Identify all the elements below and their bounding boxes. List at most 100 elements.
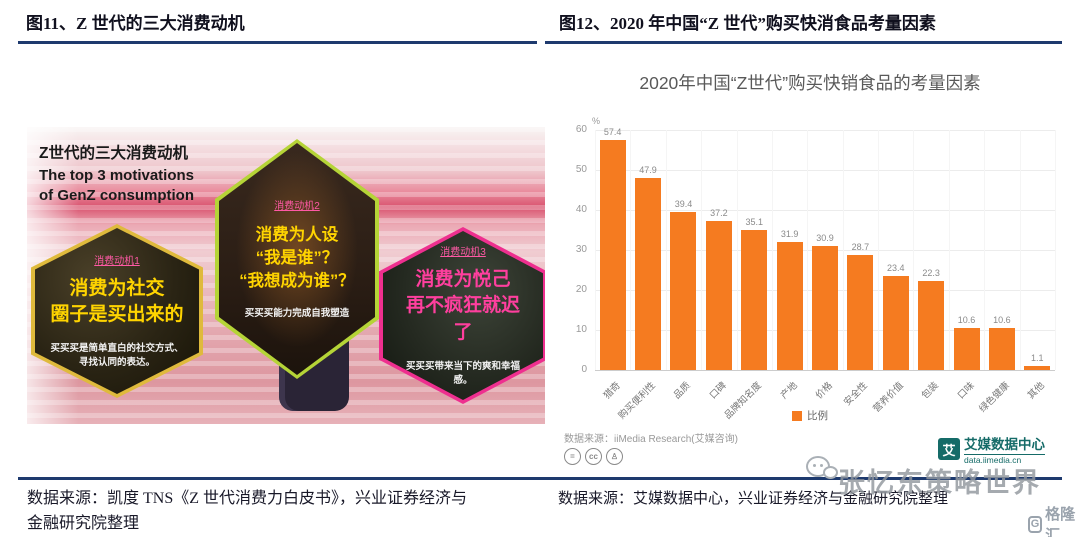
motivation1-line2: 圈子是买出来的 [50, 304, 184, 326]
gridline [595, 210, 1055, 211]
category-gridline [1055, 130, 1056, 370]
gelonghui-logo-text: 格隆汇 [1045, 506, 1076, 537]
category-gridline [948, 130, 950, 370]
bar-value-label: 47.9 [639, 165, 657, 176]
cc-icon: cc [585, 448, 602, 465]
figure12-chart: 2020年中国“Z世代”购买快销食品的考量因素 % 0 10 20 30 40 50 60 5… [540, 0, 1080, 480]
y-axis-tick-label: 40 [575, 204, 587, 215]
bar-value-label: 35.1 [745, 216, 763, 227]
equals-circle-icon: = [564, 448, 581, 465]
legend-label: 比例 [807, 410, 828, 422]
motivation3-tag: 消费动机3 [440, 246, 486, 258]
bar [953, 327, 980, 370]
bar-value-label: 10.6 [957, 314, 976, 325]
figure11-header-text: 图11、Z 世代的三大消费动机 [26, 14, 245, 33]
bar [918, 280, 945, 370]
title-cn: Z世代的三大消费动机 [39, 145, 188, 162]
motivation2-line1: 消费为人设 [255, 226, 339, 245]
category-gridline [736, 130, 738, 370]
motivation2-tag: 消费动机2 [274, 201, 320, 213]
chart-title: 2020年中国“Z世代”购买快销食品的考量因素 [639, 73, 981, 93]
bar [599, 140, 626, 370]
category-gridline [630, 130, 632, 370]
bar [776, 242, 803, 370]
iimedia-logo: 艾 艾媒数据中心 data.iimedia.cn [938, 438, 1045, 465]
figure12-header-text: 图12、2020 年中国“Z 世代”购买快消食品考量因素 [559, 14, 936, 33]
motivation1-tag: 消费动机1 [94, 255, 140, 267]
figure11-header: 图11、Z 世代的三大消费动机 [18, 5, 537, 44]
attribution-person-icon: ♙ [606, 448, 623, 465]
category-gridline [771, 130, 773, 370]
bar [635, 178, 662, 370]
figure11-image: Z世代的三大消费动机 The top 3 motivations of GenZ… [27, 127, 545, 424]
gridline [595, 130, 1055, 131]
y-axis-tick-label: 10 [575, 324, 587, 335]
motivation1-desc2: 寻找认同的表达。 [78, 357, 155, 369]
category-gridline [842, 130, 844, 370]
bar-value-label: 28.7 [851, 242, 870, 253]
title-en-line1: The top 3 motivations [39, 167, 195, 184]
bar [847, 255, 874, 370]
bar-chart-plot: 0 10 20 30 40 50 60 57.4 猎奇 47.9 购买便利性 39.4 品质 37.2 口碑… [540, 0, 1080, 480]
y-axis-tick-label: 0 [581, 364, 587, 375]
title-en-line2: of GenZ consumption [39, 187, 194, 204]
bar-value-label: 31.9 [780, 229, 799, 240]
bar-value-label: 22.3 [922, 267, 940, 278]
category-gridline [1019, 130, 1021, 370]
figure12-header: 图12、2020 年中国“Z 世代”购买快消食品考量因素 [545, 5, 1062, 44]
bar [988, 327, 1015, 370]
bar-value-label: 30.9 [816, 233, 834, 244]
motivation1-line1: 消费为社交 [69, 277, 165, 299]
bar [1024, 365, 1051, 370]
motivation3-desc: 买买买带来当下的爽和幸福感。 [405, 360, 520, 386]
category-gridline [984, 130, 986, 370]
caption-divider [18, 477, 1062, 480]
bar-value-label: 57.4 [603, 127, 622, 138]
motivation2-desc: 买买买能力完成自我塑造 [244, 307, 350, 319]
x-axis-line [595, 370, 1055, 371]
y-axis-tick-label: 30 [575, 244, 587, 255]
bar-value-label: 39.4 [674, 199, 693, 210]
category-gridline [878, 130, 880, 370]
category-gridline [913, 130, 915, 370]
bar-value-label: 23.4 [887, 263, 905, 274]
motivation3-line1: 消费为悦己 [415, 268, 511, 290]
y-axis-tick-label: 20 [575, 284, 587, 295]
category-gridline [807, 130, 809, 370]
iimedia-logo-name: 艾媒数据中心 [964, 437, 1045, 452]
iimedia-logo-url: data.iimedia.cn [964, 454, 1045, 465]
y-axis-unit-label: % [592, 116, 601, 126]
figure12-caption: 数据来源：艾媒数据中心，兴业证券经济与金融研究院整理 [558, 491, 949, 507]
bar [882, 276, 909, 370]
category-gridline [701, 130, 703, 370]
category-gridline [595, 130, 596, 370]
y-axis-tick-label: 50 [575, 164, 587, 175]
gelonghui-logo: G 格隆汇 [1028, 503, 1080, 537]
motivation2-line3: “我想成为谁”？ [239, 272, 355, 291]
legend-swatch [792, 410, 802, 421]
bar-value-label: 10.6 [993, 314, 1011, 325]
bar [705, 221, 732, 370]
bar-value-label: 1.1 [1031, 352, 1044, 363]
motivation2-line2: “我是谁”？ [255, 249, 339, 268]
chart-source-text: 数据来源：iiMedia Research(艾媒咨询) [564, 434, 738, 445]
wechat-icon [806, 456, 840, 486]
gridline [595, 170, 1055, 171]
bar [741, 229, 768, 370]
bar [670, 212, 697, 370]
iimedia-logo-icon: 艾 [938, 438, 960, 460]
figure11-caption: 数据来源：凯度 TNS《Z 世代消费力白皮书》，兴业证券经济与 金融研究院整理 [27, 486, 532, 536]
hexagon-motivation-1: 消费动机1 消费为社交 圈子是买出来的 买买买是简单直白的社交方式、 寻找认同的… [31, 224, 203, 398]
hexagon-motivation-3: 消费动机3 消费为悦己 再不疯狂就迟了 买买买带来当下的爽和幸福感。 [379, 227, 545, 404]
gelonghui-logo-icon: G [1028, 515, 1043, 533]
motivation1-desc1: 买买买是简单直白的社交方式、 [50, 342, 184, 354]
license-icons: = cc ♙ [564, 448, 623, 465]
chart-legend: 比例 [792, 408, 828, 423]
y-axis-tick-label: 60 [575, 124, 587, 135]
category-gridline [665, 130, 667, 370]
hexagon-motivation-2: 消费动机2 消费为人设 “我是谁”？ “我想成为谁”？ 买买买能力完成自我塑造 [215, 139, 379, 379]
motivation3-line2: 再不疯狂就迟了 [405, 295, 520, 344]
bar [812, 246, 838, 370]
watermark-text: 张忆东策略世界 [838, 468, 1041, 498]
